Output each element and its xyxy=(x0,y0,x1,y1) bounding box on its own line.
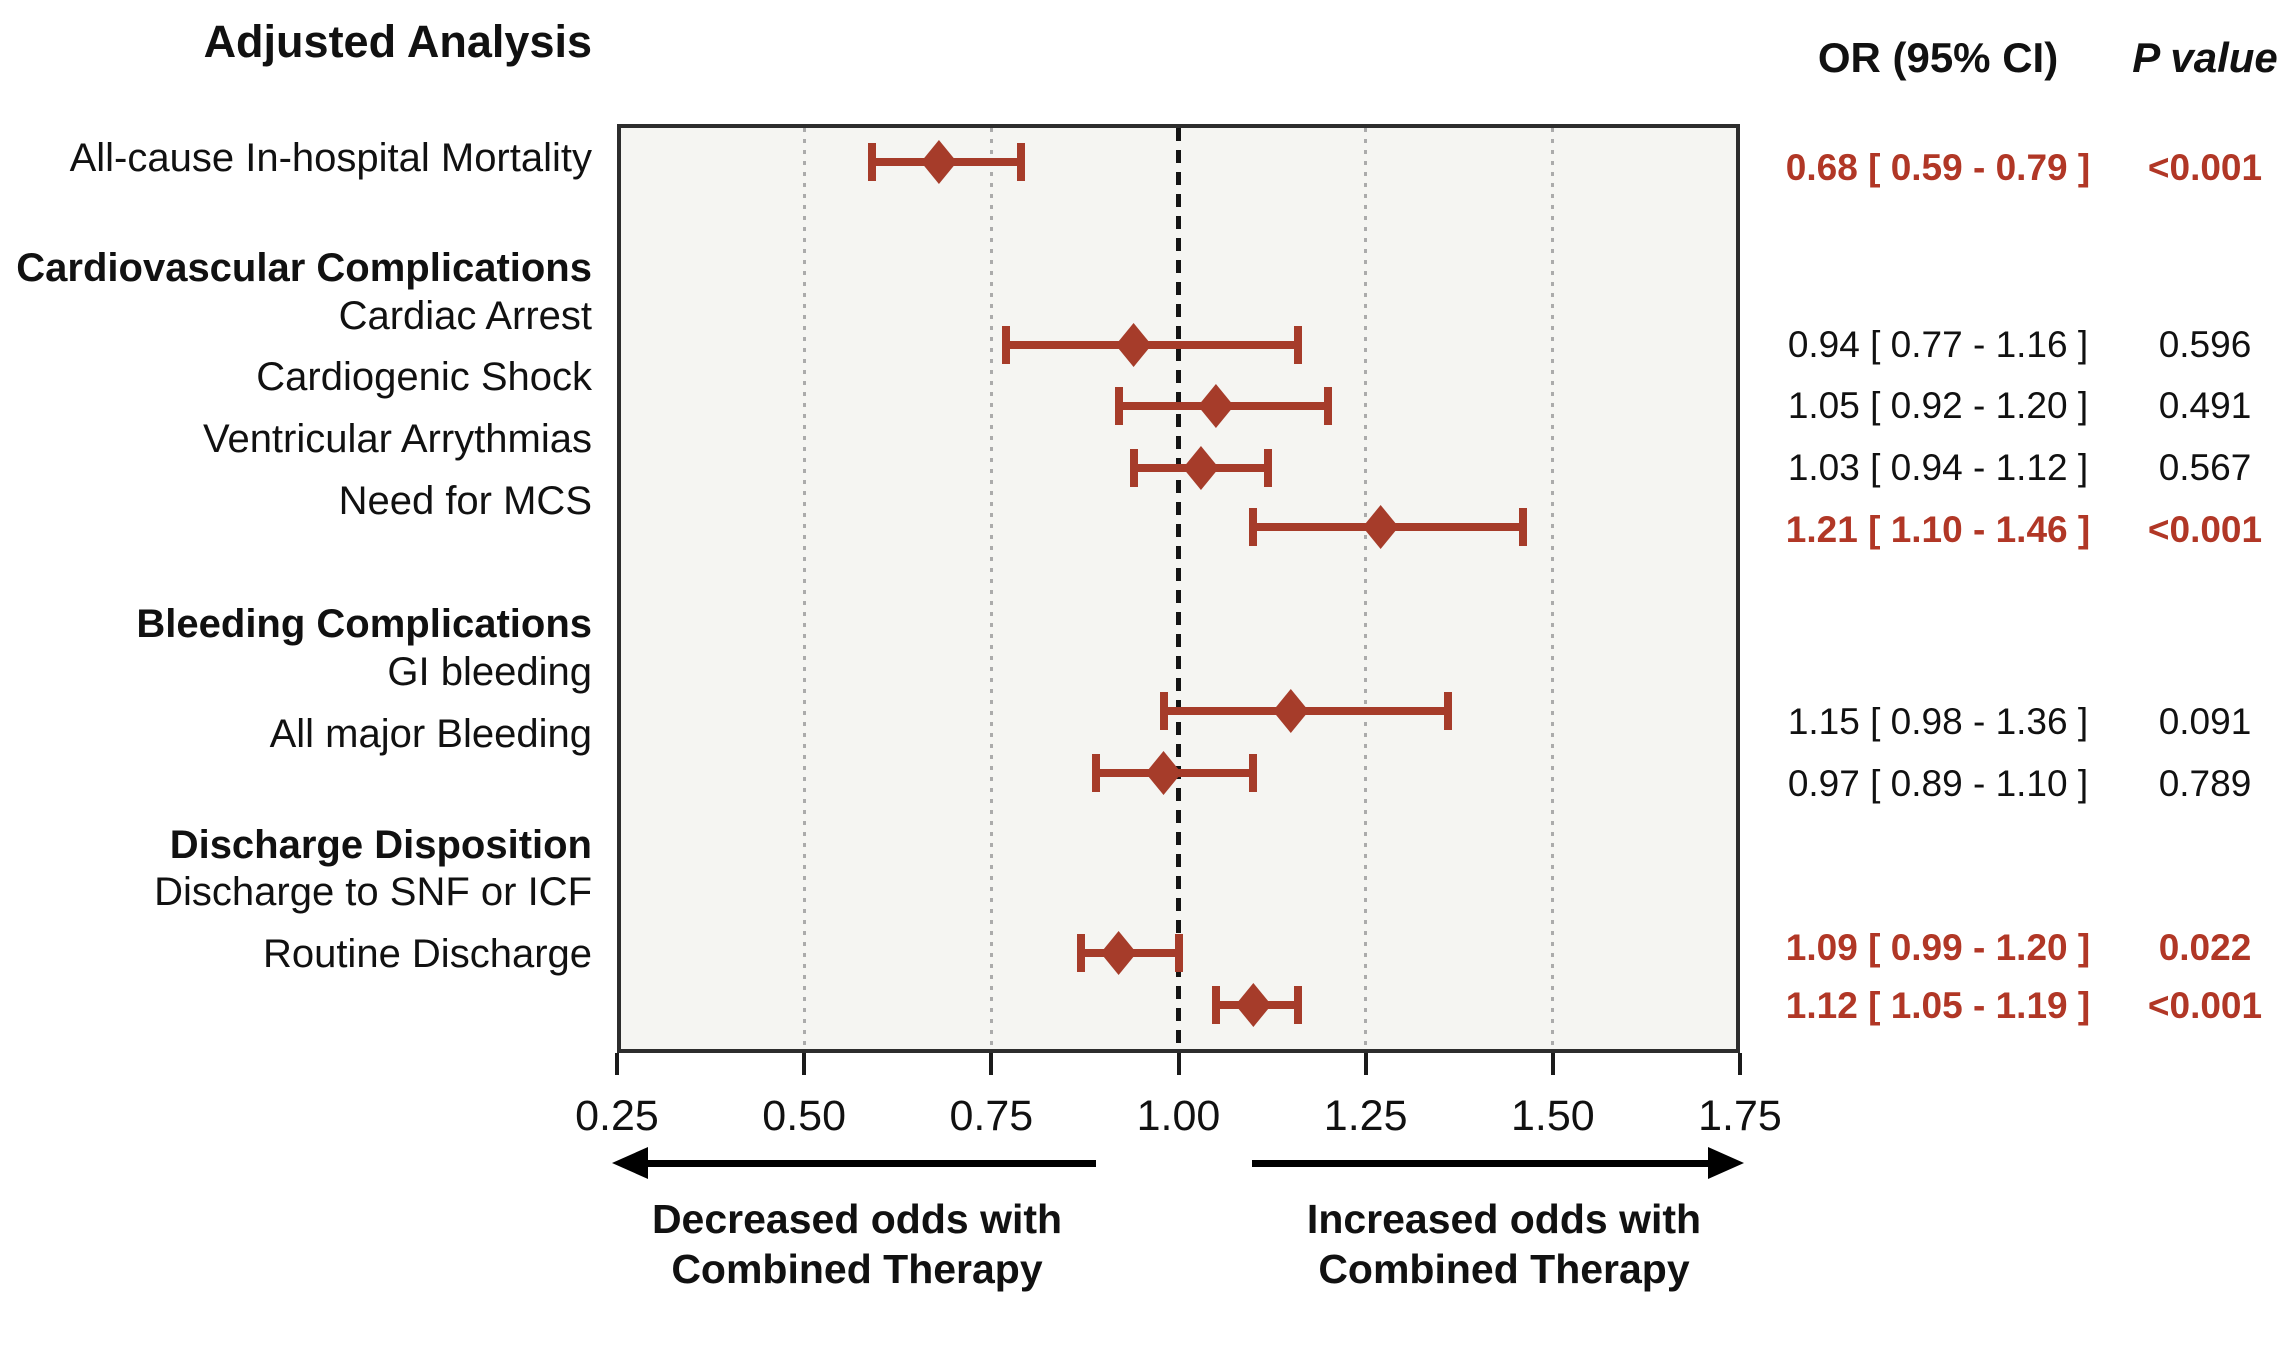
outcome-label: Ventricular Arrythmias xyxy=(202,417,592,461)
ci-cap-left xyxy=(1249,508,1258,546)
x-axis-tick-label: 0.75 xyxy=(949,1092,1034,1140)
outcome-label: Cardiogenic Shock xyxy=(256,355,592,399)
or-ci-value: 0.97 [ 0.89 - 1.10 ] xyxy=(1787,763,2089,804)
group-header-label: Discharge Disposition xyxy=(169,823,592,867)
outcome-label: GI bleeding xyxy=(387,650,592,694)
gridline-1.25 xyxy=(1364,128,1368,1049)
or-column-header: OR (95% CI) xyxy=(1817,34,2059,81)
ci-cap-right xyxy=(1444,692,1453,730)
ci-cap-left xyxy=(1129,449,1138,487)
group-header-label: Bleeding Complications xyxy=(136,602,592,646)
decreased-odds-caption-line2: Combined Therapy xyxy=(671,1246,1043,1292)
ci-cap-left xyxy=(1077,934,1086,972)
ci-cap-left xyxy=(1092,754,1101,792)
x-axis-tick-1.75 xyxy=(1738,1053,1742,1075)
increased-odds-caption-line2: Combined Therapy xyxy=(1318,1246,1690,1292)
x-axis-tick-label: 1.00 xyxy=(1136,1092,1221,1140)
x-axis-tick-label: 1.75 xyxy=(1698,1092,1782,1140)
x-axis-tick-0.75 xyxy=(989,1053,994,1075)
group-header-label: Cardiovascular Complications xyxy=(16,246,592,290)
increased-odds-arrowhead-icon xyxy=(1708,1147,1744,1179)
p-value: <0.001 xyxy=(2147,985,2263,1026)
decreased-odds-caption: Decreased odds with Combined Therapy xyxy=(557,1194,1157,1294)
ci-cap-left xyxy=(1211,986,1220,1024)
reference-line-1.00 xyxy=(1176,128,1181,1049)
p-value: 0.022 xyxy=(2158,927,2252,968)
increased-odds-caption: Increased odds with Combined Therapy xyxy=(1204,1194,1804,1294)
outcome-label: Routine Discharge xyxy=(262,932,592,976)
ci-cap-right xyxy=(1174,934,1183,972)
ci-cap-right xyxy=(1017,143,1026,181)
x-axis-tick-1.25 xyxy=(1363,1053,1368,1075)
decreased-odds-arrowhead-icon xyxy=(612,1147,648,1179)
ci-bar xyxy=(1006,341,1299,349)
p-column-header: P value xyxy=(2132,34,2278,81)
x-axis-tick-label: 0.25 xyxy=(575,1092,659,1140)
x-axis-tick-1.00 xyxy=(1176,1053,1181,1075)
gridline-1.5 xyxy=(1551,128,1555,1049)
x-axis-tick-label: 1.25 xyxy=(1323,1092,1408,1140)
p-value: <0.001 xyxy=(2147,147,2263,188)
ci-cap-right xyxy=(1294,986,1303,1024)
outcome-label: Cardiac Arrest xyxy=(338,294,592,338)
or-ci-value: 1.21 [ 1.10 - 1.46 ] xyxy=(1785,509,2091,550)
or-ci-value: 1.03 [ 0.94 - 1.12 ] xyxy=(1787,447,2089,488)
p-value: 0.596 xyxy=(2158,324,2252,365)
outcome-label: All-cause In-hospital Mortality xyxy=(69,136,592,180)
ci-cap-right xyxy=(1294,326,1303,364)
ci-cap-right xyxy=(1249,754,1258,792)
p-value: 0.567 xyxy=(2158,447,2252,488)
outcome-label: All major Bleeding xyxy=(269,712,592,756)
p-value: 0.091 xyxy=(2158,701,2252,742)
ci-cap-right xyxy=(1324,387,1333,425)
x-axis-tick-label: 1.50 xyxy=(1510,1092,1595,1140)
gridline-0.5 xyxy=(802,128,806,1049)
outcome-label: Need for MCS xyxy=(338,479,592,523)
or-ci-value: 1.12 [ 1.05 - 1.19 ] xyxy=(1785,985,2091,1026)
x-axis-tick-0.25 xyxy=(615,1053,619,1075)
or-ci-value: 0.94 [ 0.77 - 1.16 ] xyxy=(1787,324,2089,365)
ci-cap-left xyxy=(1114,387,1123,425)
ci-cap-left xyxy=(867,143,876,181)
decreased-odds-caption-line1: Decreased odds with xyxy=(651,1196,1063,1242)
ci-cap-left xyxy=(1002,326,1011,364)
or-ci-value: 0.68 [ 0.59 - 0.79 ] xyxy=(1785,147,2091,188)
x-axis-tick-0.50 xyxy=(802,1053,807,1075)
p-value: 0.491 xyxy=(2158,385,2252,426)
ci-cap-right xyxy=(1264,449,1273,487)
x-axis-tick-1.50 xyxy=(1550,1053,1555,1075)
or-ci-value: 1.15 [ 0.98 - 1.36 ] xyxy=(1787,701,2089,742)
gridline-0.75 xyxy=(989,128,993,1049)
or-ci-value: 1.09 [ 0.99 - 1.20 ] xyxy=(1785,927,2091,968)
or-ci-value: 1.05 [ 0.92 - 1.20 ] xyxy=(1787,385,2089,426)
figure-title: Adjusted Analysis xyxy=(203,16,592,67)
increased-odds-arrow xyxy=(1252,1160,1708,1167)
ci-cap-left xyxy=(1159,692,1168,730)
outcome-label: Discharge to SNF or ICF xyxy=(154,870,592,914)
ci-cap-right xyxy=(1518,508,1527,546)
p-value: 0.789 xyxy=(2158,763,2252,804)
decreased-odds-arrow xyxy=(640,1160,1096,1167)
p-value: <0.001 xyxy=(2147,509,2263,550)
x-axis-tick-label: 0.50 xyxy=(762,1092,846,1140)
increased-odds-caption-line1: Increased odds with xyxy=(1306,1196,1702,1242)
